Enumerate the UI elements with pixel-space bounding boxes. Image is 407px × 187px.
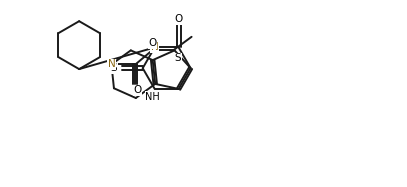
Text: S: S — [110, 63, 117, 73]
Text: S: S — [175, 53, 181, 63]
Text: N: N — [151, 42, 159, 52]
Text: NH: NH — [145, 92, 160, 102]
Text: O: O — [133, 85, 142, 95]
Text: O: O — [175, 14, 183, 24]
Text: N: N — [107, 59, 115, 69]
Text: O: O — [148, 38, 157, 48]
